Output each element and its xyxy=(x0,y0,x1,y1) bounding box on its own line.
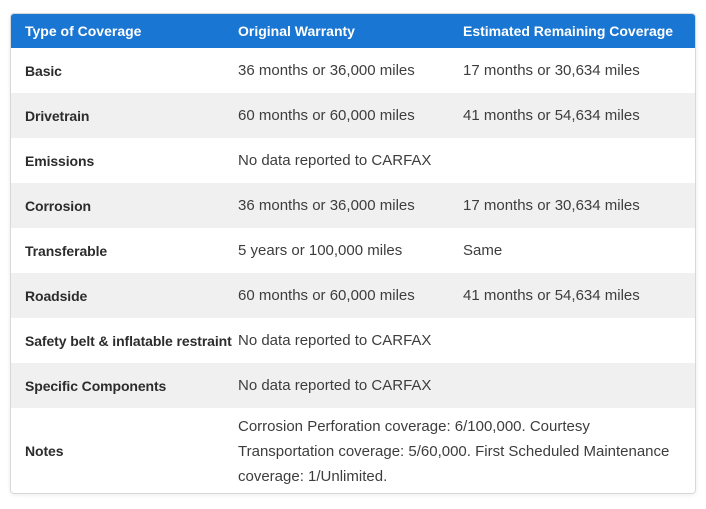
table-row: Roadside 60 months or 60,000 miles 41 mo… xyxy=(11,273,695,318)
cell-coverage-type: Safety belt & inflatable restraint xyxy=(25,332,232,349)
table-row: Safety belt & inflatable restraint No da… xyxy=(11,318,695,363)
table-row: Basic 36 months or 36,000 miles 17 month… xyxy=(11,48,695,93)
table-header-row: Type of Coverage Original Warranty Estim… xyxy=(11,14,695,48)
cell-remaining-coverage: 41 months or 54,634 miles xyxy=(463,107,640,124)
cell-original-warranty: 36 months or 36,000 miles xyxy=(238,197,415,214)
notes-label: Notes xyxy=(25,443,64,459)
cell-original-warranty: No data reported to CARFAX xyxy=(238,332,432,349)
cell-remaining-coverage: 17 months or 30,634 miles xyxy=(463,197,640,214)
warranty-coverage-table: Type of Coverage Original Warranty Estim… xyxy=(10,13,696,494)
notes-text: Corrosion Perforation coverage: 6/100,00… xyxy=(238,417,670,485)
table-row: Drivetrain 60 months or 60,000 miles 41 … xyxy=(11,93,695,138)
table-body: Basic 36 months or 36,000 miles 17 month… xyxy=(11,48,695,493)
cell-coverage-type: Transferable xyxy=(25,242,108,259)
cell-original-warranty: No data reported to CARFAX xyxy=(238,377,432,394)
cell-remaining-coverage: 17 months or 30,634 miles xyxy=(463,62,640,79)
cell-coverage-type: Emissions xyxy=(25,152,95,169)
table-row: Emissions No data reported to CARFAX xyxy=(11,138,695,183)
header-original-warranty: Original Warranty xyxy=(238,23,355,39)
cell-coverage-type: Drivetrain xyxy=(25,107,90,124)
cell-remaining-coverage: 41 months or 54,634 miles xyxy=(463,287,640,304)
cell-coverage-type: Corrosion xyxy=(25,197,91,214)
cell-original-warranty: No data reported to CARFAX xyxy=(238,152,432,169)
cell-coverage-type: Specific Components xyxy=(25,377,167,394)
header-estimated-remaining-coverage: Estimated Remaining Coverage xyxy=(463,23,674,39)
header-type-of-coverage: Type of Coverage xyxy=(25,23,142,39)
cell-remaining-coverage: Same xyxy=(463,242,503,259)
table-row: Corrosion 36 months or 36,000 miles 17 m… xyxy=(11,183,695,228)
cell-coverage-type: Basic xyxy=(25,62,62,79)
cell-coverage-type: Roadside xyxy=(25,287,88,304)
cell-original-warranty: 60 months or 60,000 miles xyxy=(238,287,415,304)
cell-original-warranty: 36 months or 36,000 miles xyxy=(238,62,415,79)
cell-original-warranty: 5 years or 100,000 miles xyxy=(238,242,403,259)
table-row: Transferable 5 years or 100,000 miles Sa… xyxy=(11,228,695,273)
table-row: Specific Components No data reported to … xyxy=(11,363,695,408)
notes-row: Notes Corrosion Perforation coverage: 6/… xyxy=(11,408,695,493)
cell-original-warranty: 60 months or 60,000 miles xyxy=(238,107,415,124)
